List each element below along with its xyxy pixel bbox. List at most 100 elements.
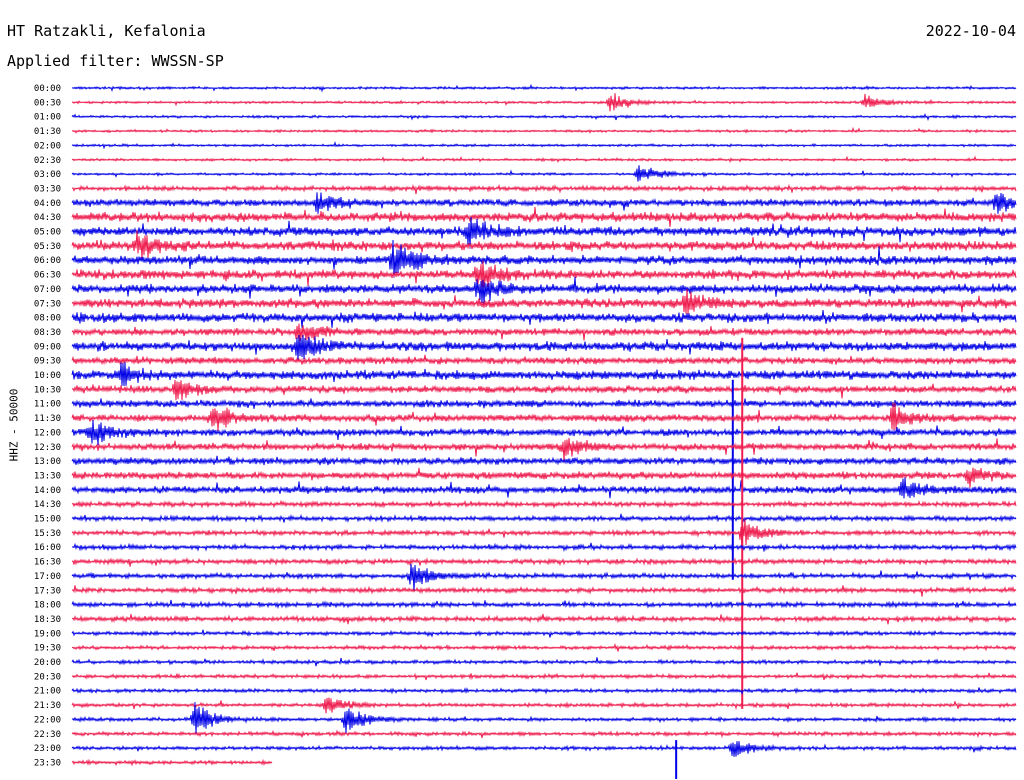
trace-2200: [71, 702, 1017, 735]
row-label: 11:00: [34, 400, 61, 410]
trace-1330: [71, 467, 1017, 488]
row-label: 05:30: [34, 242, 61, 252]
row-label: 22:00: [34, 715, 61, 725]
row-label: 13:30: [34, 471, 61, 481]
trace-1200: [71, 419, 1017, 446]
trace-0000: [71, 83, 1017, 93]
trace-1030: [71, 379, 1017, 401]
row-label: 02:00: [34, 141, 61, 151]
row-label: 19:30: [34, 644, 61, 654]
row-label: 16:30: [34, 558, 61, 568]
row-label: 08:00: [34, 314, 61, 324]
trace-0300: [71, 165, 1017, 182]
row-label: 07:00: [34, 285, 61, 295]
trace-0700: [71, 276, 1017, 305]
trace-2230: [71, 729, 1017, 739]
trace-1900: [71, 629, 1017, 638]
row-label: 12:30: [34, 443, 61, 453]
row-label: 03:00: [34, 170, 61, 180]
row-label: 09:30: [34, 357, 61, 367]
row-label: 05:00: [34, 228, 61, 238]
trace-1700: [71, 563, 1017, 592]
trace-0600: [71, 239, 1017, 278]
row-label: 10:30: [34, 385, 61, 395]
row-label: 23:30: [34, 758, 61, 768]
trace-0900: [71, 334, 1017, 361]
row-label: 14:00: [34, 486, 61, 496]
row-labels: 00:00 00:30 01:00 01:30 02:00 02:30 03:00 03:30…: [34, 84, 61, 768]
trace-0200: [71, 141, 1017, 150]
trace-0330: [71, 183, 1017, 195]
trace-0230: [71, 155, 1017, 164]
trace-1430: [71, 499, 1017, 510]
trace-0530: [71, 230, 1017, 259]
row-label: 04:30: [34, 213, 61, 223]
trace-0800: [71, 309, 1017, 328]
trace-1630: [71, 556, 1017, 567]
trace-0100: [71, 112, 1017, 122]
trace-1600: [71, 542, 1017, 553]
filter-label: Applied filter: WWSSN-SP: [7, 52, 224, 70]
row-label: 17:30: [34, 586, 61, 596]
row-label: 09:00: [34, 342, 61, 352]
trace-0030: [71, 93, 1017, 112]
trace-1530: [71, 519, 1017, 551]
trace-1500: [71, 513, 1017, 523]
trace-1130: [71, 402, 1017, 432]
trace-0130: [71, 126, 1017, 134]
traces: [71, 83, 1017, 779]
row-label: 20:00: [34, 658, 61, 668]
trace-2030: [71, 672, 1017, 681]
trace-2100: [71, 687, 1017, 696]
row-label: 13:00: [34, 457, 61, 467]
row-label: 02:30: [34, 156, 61, 166]
row-label: 10:00: [34, 371, 61, 381]
row-label: 14:30: [34, 500, 61, 510]
trace-1400: [71, 477, 1017, 499]
trace-0400: [71, 192, 1017, 214]
trace-1100: [71, 398, 1017, 409]
trace-1800: [71, 599, 1017, 610]
row-label: 08:30: [34, 328, 61, 338]
row-label: 12:00: [34, 428, 61, 438]
trace-2300: [71, 741, 1017, 757]
trace-2330: [71, 758, 273, 767]
row-label: 00:30: [34, 98, 61, 108]
row-label: 01:30: [34, 127, 61, 137]
trace-0730: [71, 288, 1017, 314]
trace-0500: [71, 216, 1017, 249]
row-label: 18:00: [34, 601, 61, 611]
trace-1230: [71, 437, 1017, 462]
trace-1830: [71, 613, 1017, 625]
row-label: 15:30: [34, 529, 61, 539]
row-label: 20:30: [34, 672, 61, 682]
row-label: 03:30: [34, 184, 61, 194]
station-title: HT Ratzakli, Kefalonia: [7, 22, 206, 40]
trace-0630: [71, 260, 1017, 288]
row-label: 00:00: [34, 84, 61, 94]
row-label: 23:00: [34, 744, 61, 754]
row-label: 07:30: [34, 299, 61, 309]
row-label: 21:30: [34, 701, 61, 711]
row-label: 16:00: [34, 543, 61, 553]
trace-2130: [71, 697, 1017, 714]
trace-1000: [71, 362, 1017, 387]
trace-1300: [71, 455, 1017, 466]
row-label: 06:00: [34, 256, 61, 266]
row-label: 21:00: [34, 687, 61, 697]
trace-0830: [71, 323, 1017, 341]
row-label: 06:30: [34, 271, 61, 281]
row-label: 19:00: [34, 629, 61, 639]
row-label: 01:00: [34, 113, 61, 123]
row-label: 18:30: [34, 615, 61, 625]
trace-1930: [71, 643, 1017, 652]
row-label: 17:00: [34, 572, 61, 582]
trace-2000: [71, 657, 1017, 667]
row-label: 04:00: [34, 199, 61, 209]
date-label: 2022-10-04: [925, 22, 1016, 40]
trace-0430: [71, 207, 1017, 228]
trace-0930: [71, 354, 1017, 366]
row-label: 22:30: [34, 730, 61, 740]
row-label: 15:00: [34, 515, 61, 525]
